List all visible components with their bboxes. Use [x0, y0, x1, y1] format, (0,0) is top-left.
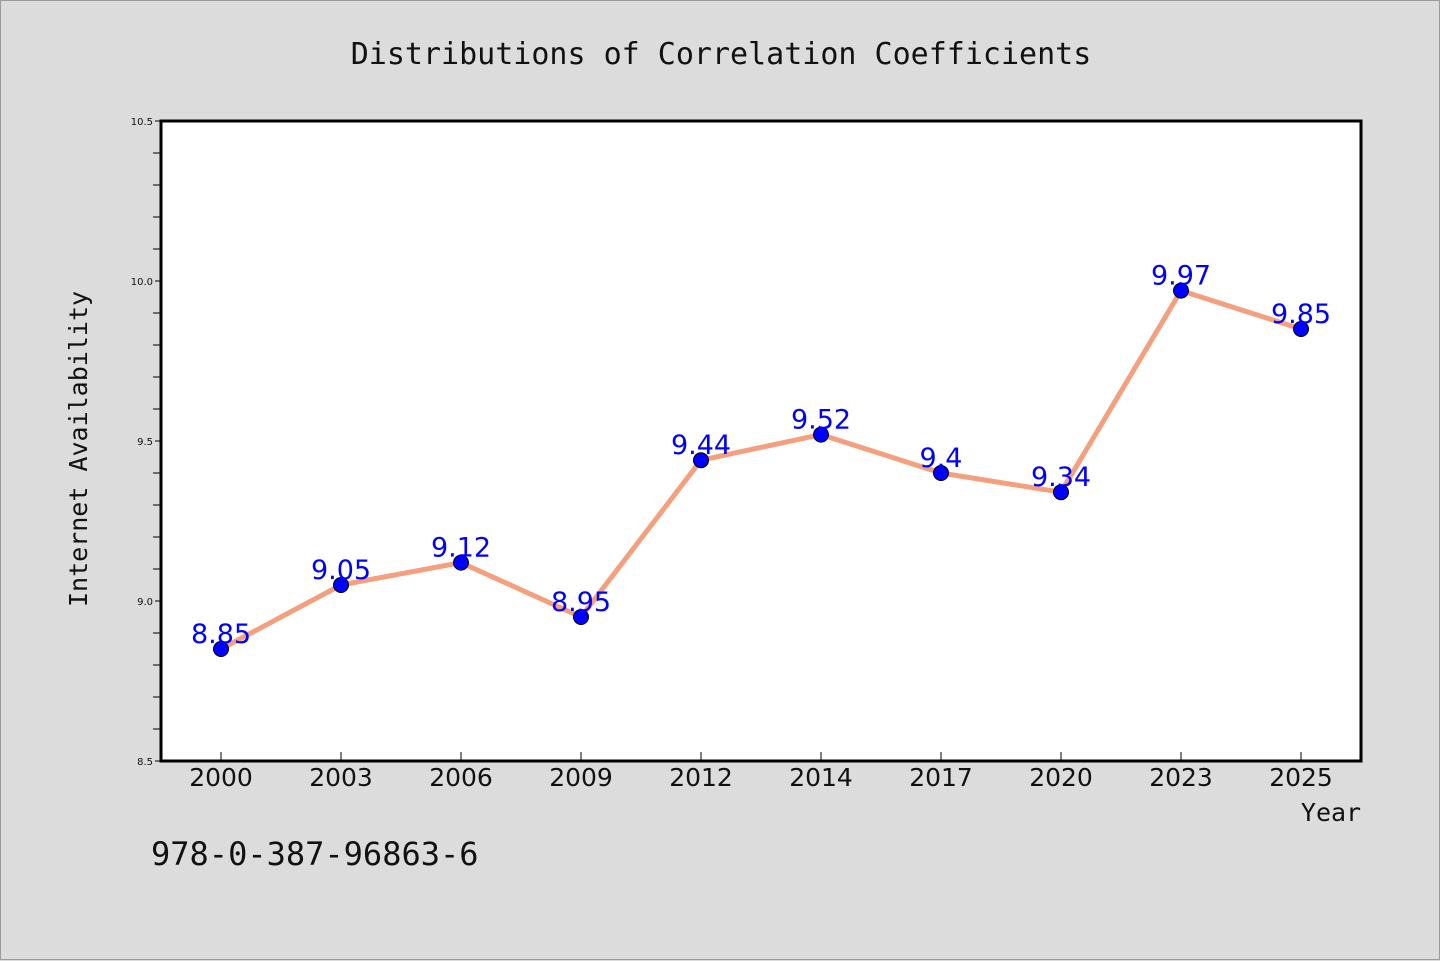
data-point [573, 609, 589, 625]
x-tick-label: 2009 [549, 763, 613, 792]
data-label: 9.97 [1151, 261, 1211, 292]
data-label: 9.44 [671, 430, 731, 461]
x-tick-label: 2025 [1269, 763, 1333, 792]
x-axis: 2000 2003 2006 2009 2012 2014 2017 2020 2023 2025 [189, 752, 1333, 792]
data-label: 9.05 [311, 555, 371, 586]
plot-border [159, 119, 1363, 763]
series-group: 8.85 9.05 9.12 8.95 9.44 9.52 9.4 9.34 9.97 9.85 [191, 261, 1331, 657]
y-axis: 8.5 9.0 9.5 10.0 10.5 [131, 117, 160, 768]
data-point [813, 426, 829, 443]
plot-area [161, 121, 1361, 761]
x-tick-label: 2006 [429, 763, 493, 792]
isbn-annotation: 978-0-387-96863-6 [151, 835, 479, 873]
data-point [333, 577, 349, 593]
data-point [1293, 321, 1309, 337]
y-tick-label: 10.0 [131, 277, 153, 288]
x-tick-label: 2012 [669, 763, 733, 792]
data-label: 9.52 [791, 405, 851, 436]
y-tick-label: 9.5 [137, 437, 153, 448]
data-point [1053, 484, 1069, 501]
x-tick-label: 2003 [309, 763, 373, 792]
data-label: 9.12 [431, 533, 491, 564]
x-tick-label: 2000 [189, 763, 253, 792]
data-label: 8.85 [191, 619, 251, 650]
data-point [933, 465, 949, 481]
data-point [1173, 282, 1189, 299]
data-label: 9.85 [1271, 299, 1331, 330]
x-axis-label: Year [1301, 798, 1361, 827]
data-label: 9.4 [920, 443, 963, 474]
x-tick-label: 2023 [1149, 763, 1213, 792]
data-label: 9.34 [1031, 462, 1091, 493]
x-tick-label: 2017 [909, 763, 973, 792]
series-line [218, 288, 1304, 652]
x-tick-label: 2020 [1029, 763, 1093, 792]
x-tick-label: 2014 [789, 763, 853, 792]
y-tick-label: 8.5 [137, 757, 153, 768]
data-point [693, 452, 709, 469]
y-axis-label: Internet Availability [64, 291, 93, 607]
data-point [453, 554, 469, 571]
chart-title: Distributions of Correlation Coefficient… [351, 37, 1092, 72]
y-tick-label: 9.0 [137, 597, 153, 608]
data-label: 8.95 [551, 587, 611, 618]
data-point [213, 641, 229, 657]
y-tick-label: 10.5 [131, 117, 153, 128]
